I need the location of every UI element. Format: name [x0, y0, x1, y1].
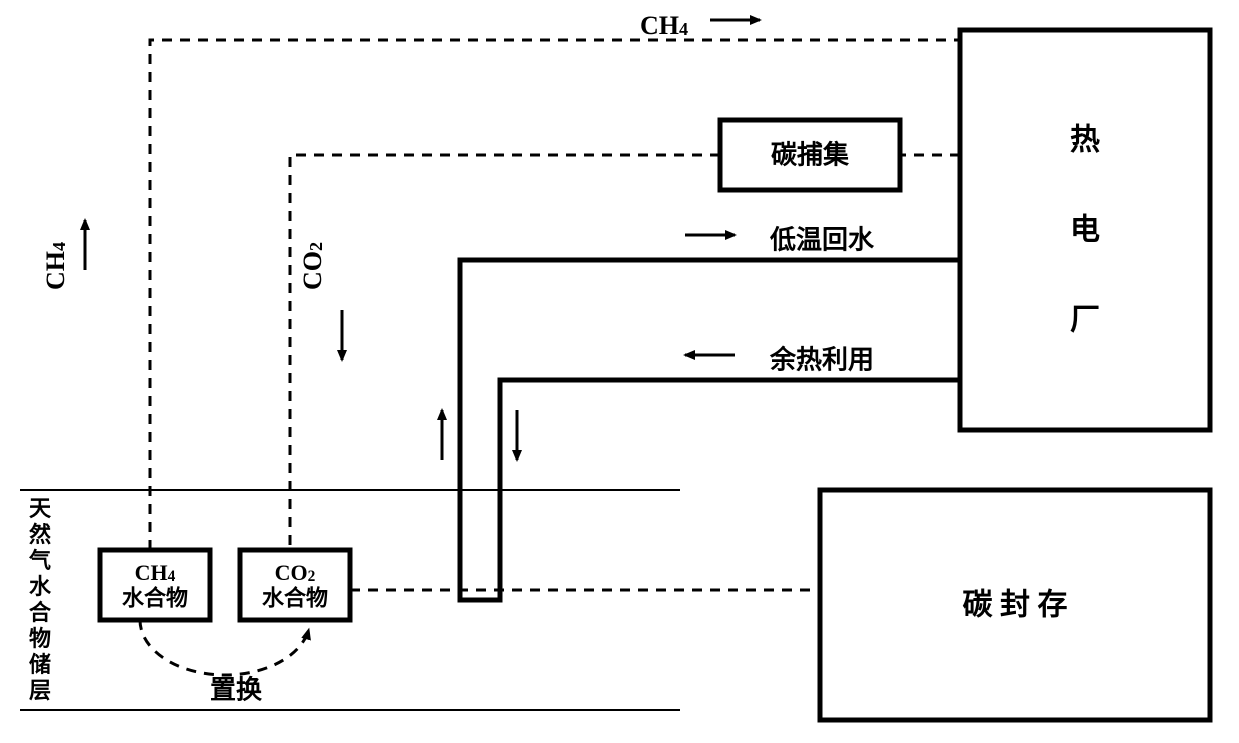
node-co2_hydrate: CO2水合物 [240, 550, 350, 620]
label-reservoir-2: 气 [28, 548, 51, 573]
label-reservoir-3: 水 [29, 574, 52, 599]
label-ch4_left: CH4 [41, 242, 70, 290]
label-reservoir-0: 天 [29, 496, 52, 521]
label-reservoir-5: 物 [29, 626, 51, 651]
node-label-thermal_plant-2: 厂 [1070, 304, 1100, 337]
label-reservoir-1: 然 [29, 522, 51, 547]
label-ch4_top: CH4 [640, 11, 688, 40]
flow-replacement_arc [140, 620, 309, 675]
node-label-carbon_storage: 碳 封 存 [963, 589, 1068, 622]
label-replacement: 置换 [210, 676, 263, 705]
node-carbon_capture: 碳捕集 [720, 120, 900, 190]
label-reservoir-7: 层 [29, 678, 51, 703]
label-low_temp_return: 低温回水 [769, 226, 875, 255]
label-reservoir-6: 储 [29, 652, 51, 677]
label-co2_mid: CO2 [298, 242, 327, 290]
node-carbon_storage: 碳 封 存 [820, 490, 1210, 720]
node-ch4_hydrate: CH4水合物 [100, 550, 210, 620]
flow-ch4_to_plant [150, 40, 960, 550]
node-label-co2_hydrate-1: 水合物 [262, 586, 328, 611]
node-label-carbon_capture: 碳捕集 [771, 140, 850, 170]
process-diagram: 热电厂 碳捕集碳 封 存 CH4水合物 CO2水合物 CH4 CH4 CO2 低温回水余热利… [0, 0, 1239, 743]
node-label-thermal_plant-0: 热 [1070, 124, 1100, 157]
node-thermal_plant: 热电厂 [960, 30, 1210, 430]
label-reservoir-4: 合 [29, 600, 52, 625]
label-waste_heat: 余热利用 [769, 345, 874, 375]
node-label-thermal_plant-1: 电 [1070, 214, 1100, 247]
node-label-ch4_hydrate-1: 水合物 [122, 586, 188, 611]
